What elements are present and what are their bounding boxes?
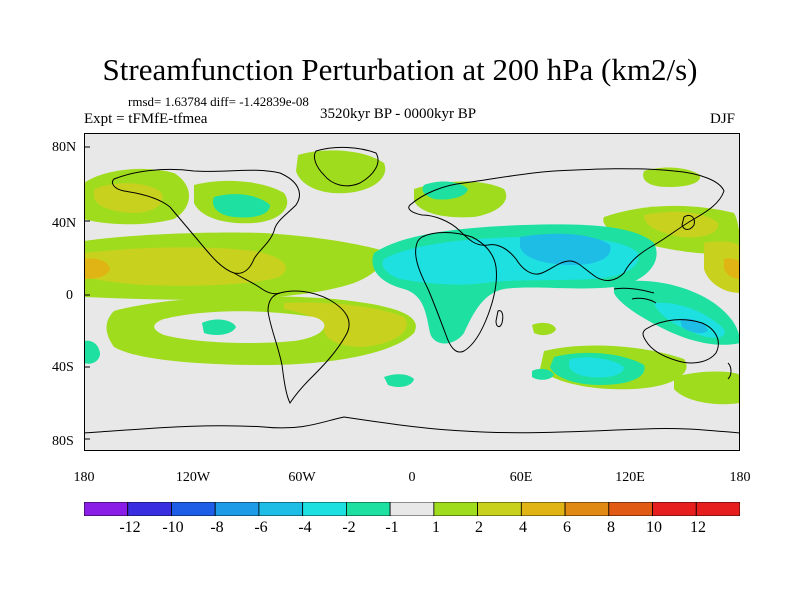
lon-label-180e: 180 bbox=[729, 470, 751, 485]
colorbar bbox=[84, 502, 740, 516]
period-label: 3520kyr BP - 0000kyr BP bbox=[320, 106, 477, 122]
coast-antarctica bbox=[84, 416, 740, 434]
pos-greenland bbox=[296, 150, 386, 194]
coast-eurasia bbox=[408, 168, 725, 281]
coastlines bbox=[84, 146, 740, 434]
colorbar-box-3 bbox=[214, 502, 260, 516]
lon-label-60w: 60W bbox=[288, 470, 316, 485]
neg-southern-ocean-b bbox=[532, 368, 554, 380]
coast-greenland bbox=[313, 146, 379, 187]
lon-label-60e: 60E bbox=[509, 470, 533, 485]
neg-north-atlantic bbox=[422, 181, 468, 200]
colorbar-box-5 bbox=[302, 502, 347, 516]
lat-label-eq: 0 bbox=[66, 288, 73, 303]
pos-strong-pacific-west bbox=[84, 258, 110, 279]
colorbar-box-4 bbox=[258, 502, 304, 516]
lon-label-120e: 120E bbox=[615, 470, 645, 485]
colorbar-box-9 bbox=[477, 502, 522, 516]
cb-label-n1: -1 bbox=[385, 519, 399, 536]
pos-south-pacific-east bbox=[674, 371, 740, 405]
pos-pacific-east-strong bbox=[724, 258, 740, 279]
pos-west-pacific-core bbox=[644, 211, 719, 238]
lon-label-120w: 120W bbox=[175, 470, 211, 485]
cb-label-n12: -12 bbox=[119, 519, 141, 536]
coast-central-america bbox=[233, 272, 281, 295]
cb-label-p6: 6 bbox=[563, 519, 571, 536]
colorbar-box-11 bbox=[564, 502, 610, 516]
cb-label-p10: 10 bbox=[646, 519, 662, 536]
coast-new-zealand bbox=[727, 362, 732, 380]
season-label: DJF bbox=[710, 111, 736, 127]
colorbar-box-7 bbox=[389, 502, 435, 516]
lat-label-40s: 40S bbox=[52, 360, 74, 375]
neg-pacific-west bbox=[84, 340, 100, 364]
coast-north-america bbox=[111, 168, 300, 274]
lat-label-40n: 40N bbox=[52, 216, 77, 231]
coast-indonesia bbox=[613, 287, 657, 304]
coast-madagascar bbox=[495, 310, 504, 328]
stats-text: rmsd= 1.63784 diff= -1.42839e-08 bbox=[128, 94, 309, 109]
cb-label-p8: 8 bbox=[607, 519, 615, 536]
lat-ticks bbox=[84, 146, 90, 440]
colorbar-box-6 bbox=[345, 502, 391, 516]
neg-tibet-strong bbox=[520, 233, 611, 265]
cb-label-n2: -2 bbox=[342, 519, 356, 536]
coast-australia bbox=[642, 319, 719, 364]
lon-label-180w: 180 bbox=[73, 470, 95, 485]
colorbar-box-13 bbox=[652, 502, 697, 516]
cb-label-n6: -6 bbox=[254, 519, 268, 536]
lon-label-0: 0 bbox=[408, 470, 416, 485]
coast-africa bbox=[415, 232, 497, 353]
colorbar-box-0 bbox=[84, 502, 129, 516]
neg-north-america bbox=[212, 194, 270, 218]
neg-australia-strong bbox=[680, 318, 708, 334]
cb-label-p1: 1 bbox=[432, 519, 440, 536]
colorbar-box-8 bbox=[433, 502, 478, 516]
cb-label-n10: -10 bbox=[162, 519, 184, 536]
cb-label-p12: 12 bbox=[690, 519, 706, 536]
neg-southern-ocean-c bbox=[202, 319, 236, 335]
colorbar-box-14 bbox=[695, 502, 740, 516]
experiment-label: Expt = tFMfE-tfmea bbox=[84, 111, 208, 127]
colorbar-box-2 bbox=[171, 502, 216, 516]
map-frame bbox=[84, 133, 740, 451]
cb-label-p2: 2 bbox=[475, 519, 483, 536]
map-title: Streamfunction Perturbation at 200 hPa (… bbox=[102, 52, 698, 87]
pos-alaska-core bbox=[94, 183, 163, 213]
pos-core-south-pacific bbox=[284, 302, 407, 347]
cb-label-p4: 4 bbox=[519, 519, 527, 536]
colorbar-box-10 bbox=[520, 502, 566, 516]
pos-core-north-pacific bbox=[84, 247, 286, 286]
lat-label-80n: 80N bbox=[52, 140, 77, 155]
colorbar-box-1 bbox=[127, 502, 172, 516]
pos-small-south-atlantic bbox=[532, 322, 556, 336]
cb-label-n4: -4 bbox=[298, 519, 312, 536]
neg-southern-ocean-a bbox=[384, 374, 414, 387]
coast-south-america bbox=[267, 290, 350, 404]
neutral-hole-south-pacific bbox=[154, 311, 325, 343]
lat-label-80s: 80S bbox=[52, 434, 74, 449]
streamfunction-map bbox=[84, 133, 740, 451]
coast-japan bbox=[681, 214, 695, 230]
cb-label-n8: -8 bbox=[210, 519, 224, 536]
colorbar-box-12 bbox=[608, 502, 653, 516]
pos-pacific-east bbox=[704, 241, 740, 293]
neg-south-indian-core bbox=[568, 357, 624, 378]
